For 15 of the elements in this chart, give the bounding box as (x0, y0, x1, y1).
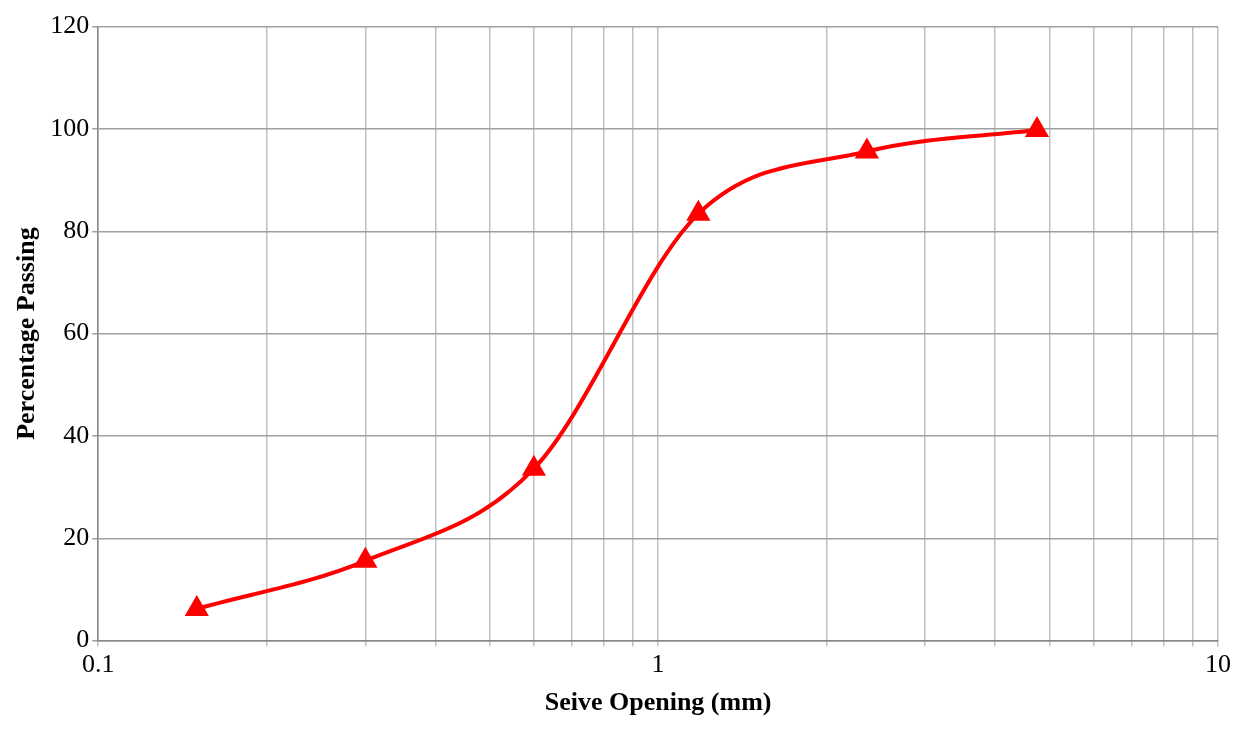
y-tick-label: 100 (50, 112, 90, 142)
y-axis-title: Percentage Passing (11, 227, 41, 440)
y-tick-label: 120 (50, 10, 90, 40)
y-tick-label: 40 (63, 419, 90, 449)
y-tick-label: 60 (63, 317, 90, 347)
point (1026, 117, 1048, 137)
point (186, 596, 208, 616)
point (353, 546, 378, 568)
x-axis-title: Seive Opening (mm) (544, 687, 772, 717)
point (521, 454, 546, 476)
x-tick-label: 1 (651, 649, 665, 679)
x-tick-label: 10 (1205, 649, 1231, 679)
y-tick-label: 20 (63, 522, 90, 552)
point (856, 139, 878, 159)
y-tick-label: 80 (63, 215, 90, 245)
